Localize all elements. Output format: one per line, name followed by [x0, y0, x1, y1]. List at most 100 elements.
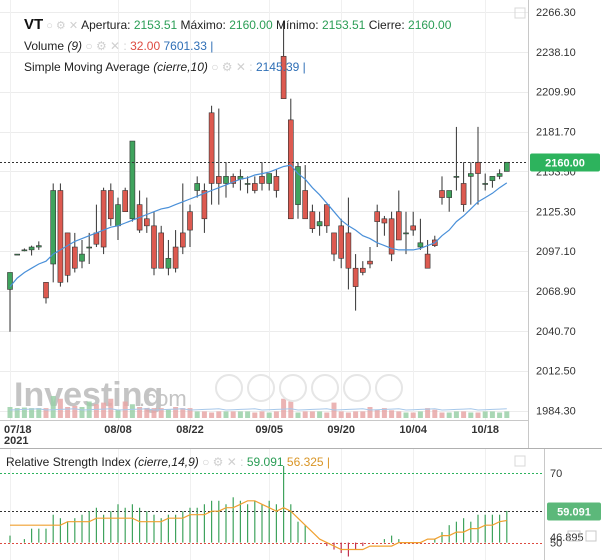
forward-icon[interactable] — [375, 374, 403, 402]
ohlc-header-part: Apertura: — [81, 18, 134, 32]
candle-body — [395, 211, 402, 241]
rsi-value-tag — [547, 502, 601, 521]
volume-bar — [201, 411, 207, 418]
candle-body — [388, 218, 395, 255]
volume-bar — [72, 405, 78, 418]
volume-bar — [252, 412, 258, 418]
back-icon[interactable] — [215, 374, 243, 402]
candle-body — [21, 249, 28, 252]
volume-bar — [65, 407, 71, 418]
volume-bar — [425, 408, 431, 418]
rsi-tick-label: 70 — [550, 468, 562, 480]
volume-bar — [468, 412, 474, 418]
candle-body — [316, 221, 323, 227]
candle-body — [115, 204, 121, 227]
volume-bar — [446, 412, 452, 418]
candle-body — [165, 258, 172, 269]
volume-bar — [302, 411, 308, 418]
candle-body — [446, 190, 453, 198]
watermark-suffix: .com — [139, 386, 187, 411]
candle-body — [410, 225, 417, 231]
candle-body — [503, 161, 510, 172]
candle-body — [108, 190, 114, 220]
candle-body — [266, 173, 273, 184]
candle-body — [439, 190, 445, 198]
volume-bar — [194, 411, 200, 418]
candle-body — [158, 232, 164, 269]
rsi-legend-part: ○ ⚙ ✕ : — [199, 455, 247, 469]
volume-bar — [7, 407, 13, 418]
sma-legend-part: Simple Moving Average — [24, 60, 153, 74]
candle-body — [79, 253, 85, 262]
maximize-pane-icon[interactable] — [567, 530, 581, 542]
candle-body — [93, 232, 100, 245]
time-tick-label: 08/22 — [176, 424, 204, 436]
volume-bar — [29, 408, 35, 418]
pan-icon[interactable] — [343, 374, 371, 402]
candle-body — [223, 176, 229, 184]
zoom-in-icon[interactable] — [311, 374, 339, 402]
zoom-reset-icon[interactable] — [279, 374, 307, 402]
rsi-value-label: 59.091 — [557, 507, 591, 519]
volume-legend-part: (9) — [67, 39, 82, 53]
volume-bar — [245, 411, 251, 418]
candle-body — [331, 232, 337, 255]
volume-bar — [396, 411, 402, 418]
pane-settings-icon[interactable] — [514, 455, 526, 467]
candle-body — [208, 112, 215, 184]
candle-body — [273, 176, 280, 191]
candle-body — [475, 161, 481, 174]
volume-average-line — [9, 408, 507, 411]
candle-body — [122, 190, 128, 213]
candle-body — [345, 232, 352, 269]
sma-line — [9, 164, 508, 287]
volume-bar — [101, 402, 107, 418]
volume-bar — [223, 411, 229, 418]
volume-bar — [209, 412, 215, 418]
zoom-out-icon[interactable] — [247, 374, 275, 402]
candle-body — [50, 190, 57, 265]
candle-body — [302, 190, 309, 220]
volume-bar — [187, 408, 193, 418]
sma-legend-part: ○ ⚙ ✕ : — [208, 60, 256, 74]
candle-body — [180, 232, 186, 248]
volume-bar — [367, 407, 373, 418]
volume-bar — [259, 411, 265, 418]
time-tick-label: 08/08 — [104, 424, 132, 436]
volume-bar — [151, 408, 157, 418]
volume-bar — [410, 412, 416, 418]
volume-bar — [230, 411, 236, 418]
volume-bar — [165, 409, 171, 418]
candle-body — [259, 176, 265, 184]
candle-body — [100, 190, 107, 248]
candle-body — [381, 218, 388, 224]
volume-bar — [144, 408, 150, 418]
ohlc-header-part: Mínimo: — [276, 18, 322, 32]
volume-bar — [403, 412, 409, 418]
chart-settings-icon[interactable] — [514, 7, 526, 19]
volume-bar — [504, 411, 510, 418]
candle-body — [367, 260, 373, 265]
candle-body — [309, 211, 316, 229]
volume-bar — [216, 411, 222, 418]
volume-bar — [461, 411, 467, 418]
volume-legend-part: Volume — [24, 39, 67, 53]
volume-bar — [475, 412, 481, 418]
volume-bar — [432, 409, 438, 418]
candle-body — [244, 183, 251, 185]
volume-legend-part: 7601.33 | — [163, 39, 213, 53]
close-pane-icon[interactable] — [585, 530, 597, 542]
volume-bar — [57, 398, 63, 418]
price-tick-label: 2209.90 — [536, 87, 576, 99]
volume-bar — [158, 408, 164, 418]
candle-body — [453, 176, 460, 178]
volume-bar — [50, 396, 56, 418]
volume-bar — [273, 411, 279, 418]
candle-body — [359, 267, 366, 273]
volume-bar — [353, 411, 359, 418]
rsi-legend-part: (cierre,14,9) — [134, 455, 199, 469]
time-tick-label: 10/04 — [399, 424, 427, 436]
ohlc-header-part: 2153.51 — [134, 18, 181, 32]
volume-bar — [43, 408, 49, 418]
